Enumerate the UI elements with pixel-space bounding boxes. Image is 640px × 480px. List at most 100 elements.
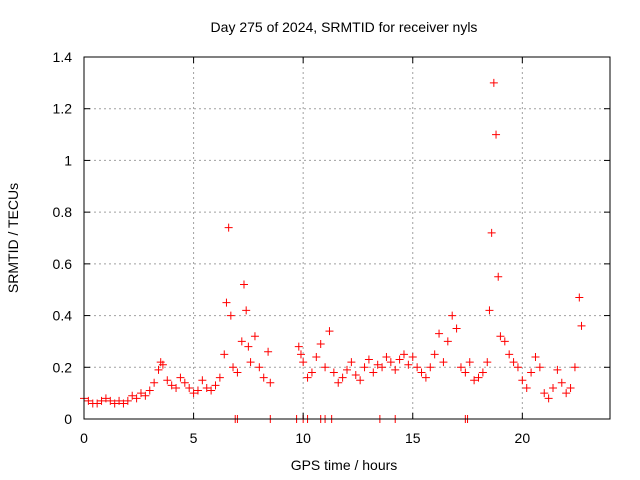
data-point: [220, 350, 229, 359]
data-point: [93, 399, 102, 408]
data-point: [395, 355, 404, 364]
data-point: [448, 311, 457, 320]
data-point: [222, 298, 231, 307]
data-point: [553, 365, 562, 374]
y-tick-label: 1.2: [53, 101, 73, 117]
tick-layer: 0 0.2 0.4 0.6 0.8 1 1.2 1.4 0 5 10 15 20: [53, 49, 610, 446]
data-point: [176, 373, 185, 382]
data-point: [294, 342, 303, 351]
data-point: [145, 386, 154, 395]
x-tick-label: 10: [295, 430, 311, 446]
data-point: [110, 399, 119, 408]
data-point: [509, 358, 518, 367]
data-point: [494, 272, 503, 281]
data-point: [391, 365, 400, 374]
data-point: [198, 376, 207, 385]
data-point: [244, 342, 253, 351]
data-point: [229, 363, 238, 372]
data-point: [237, 337, 246, 346]
data-point: [329, 368, 338, 377]
data-point: [101, 394, 110, 403]
data-point: [478, 368, 487, 377]
data-point: [180, 378, 189, 387]
y-tick-label: 0.8: [53, 204, 73, 220]
data-point: [97, 396, 106, 405]
data-point: [115, 396, 124, 405]
data-point: [465, 358, 474, 367]
data-point: [299, 358, 308, 367]
points-layer: [80, 78, 586, 423]
data-point: [185, 383, 194, 392]
y-tick-label: 0.6: [53, 256, 73, 272]
data-point: [141, 391, 150, 400]
data-point: [202, 383, 211, 392]
data-point: [351, 371, 360, 380]
data-point: [378, 363, 387, 372]
data-point: [167, 381, 176, 390]
plot-frame: [83, 56, 611, 420]
data-point: [577, 321, 586, 330]
data-point: [264, 347, 273, 356]
data-point: [334, 378, 343, 387]
data-point: [518, 376, 527, 385]
data-point: [386, 358, 395, 367]
x-tick-label: 5: [190, 430, 198, 446]
data-point: [452, 324, 461, 333]
data-point: [544, 394, 553, 403]
x-tick-label: 0: [80, 430, 88, 446]
data-point: [435, 329, 444, 338]
data-point: [347, 358, 356, 367]
data-point: [369, 368, 378, 377]
chart-title: Day 275 of 2024, SRMTID for receiver nyl…: [211, 19, 478, 35]
data-point: [239, 280, 248, 289]
x-tick-label: 15: [405, 430, 421, 446]
data-point: [307, 368, 316, 377]
data-point: [430, 350, 439, 359]
data-point: [470, 376, 479, 385]
data-point: [505, 350, 514, 359]
data-point: [557, 378, 566, 387]
data-point: [325, 327, 334, 336]
data-point: [456, 363, 465, 372]
data-point: [250, 332, 259, 341]
data-point: [193, 386, 202, 395]
data-point: [535, 363, 544, 372]
data-point: [172, 383, 181, 392]
data-point: [382, 352, 391, 361]
data-point: [474, 373, 483, 382]
data-point: [123, 396, 132, 405]
data-point: [492, 130, 501, 139]
data-point: [522, 383, 531, 392]
data-point: [132, 394, 141, 403]
data-point: [360, 363, 369, 372]
data-point: [207, 386, 216, 395]
y-tick-label: 0.4: [53, 308, 73, 324]
data-point: [242, 306, 251, 315]
data-point: [233, 368, 242, 377]
data-point: [439, 358, 448, 367]
data-point: [163, 376, 172, 385]
data-point: [158, 360, 167, 369]
data-point: [150, 378, 159, 387]
data-point: [266, 378, 275, 387]
data-point: [421, 373, 430, 382]
data-point: [408, 352, 417, 361]
data-point: [106, 396, 115, 405]
data-point: [364, 355, 373, 364]
data-point: [211, 381, 220, 390]
data-point: [531, 352, 540, 361]
data-point: [575, 293, 584, 302]
data-point: [316, 340, 325, 349]
data-point: [513, 363, 522, 372]
data-point: [496, 332, 505, 341]
data-point: [259, 373, 268, 382]
y-tick-label: 1: [64, 152, 72, 168]
data-point: [356, 376, 365, 385]
data-point: [119, 399, 128, 408]
data-point: [338, 373, 347, 382]
data-point: [215, 373, 224, 382]
data-point: [373, 360, 382, 369]
data-point: [443, 337, 452, 346]
